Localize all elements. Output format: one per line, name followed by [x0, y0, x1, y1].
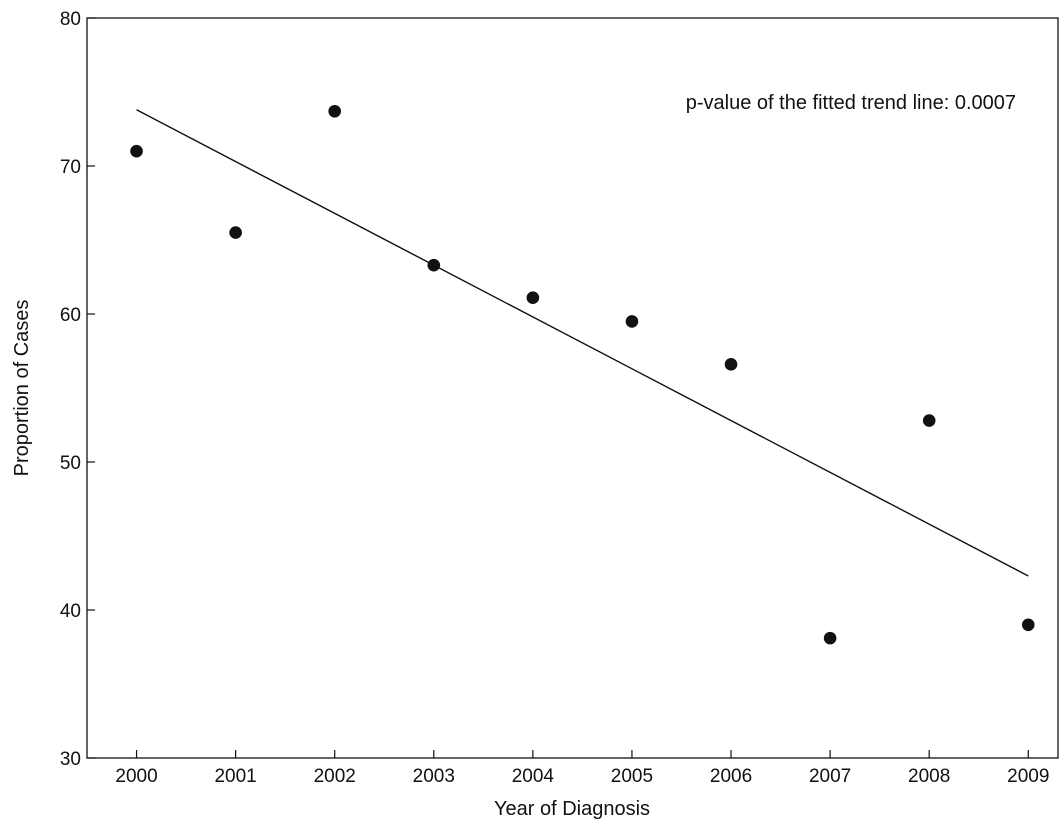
x-tick-label: 2007 — [809, 766, 851, 787]
x-tick-label: 2004 — [512, 766, 555, 787]
x-tick-label: 2003 — [413, 766, 455, 787]
plot-area — [86, 17, 1059, 759]
data-points — [130, 104, 1035, 645]
annotation-text: p-value of the fitted trend line: 0.0007 — [686, 92, 1016, 114]
data-point — [823, 631, 837, 645]
y-tick-label: 60 — [60, 305, 81, 326]
x-tick-label: 2008 — [908, 766, 950, 787]
y-tick-label: 40 — [60, 601, 81, 622]
y-tick-label: 70 — [60, 157, 81, 178]
x-axis: 2000 2001 2002 2003 2004 2005 2006 2007 2008 2009 — [115, 750, 1049, 787]
x-tick-label: 2005 — [611, 766, 653, 787]
y-tick-label: 80 — [60, 9, 81, 30]
y-tick-label: 50 — [60, 453, 81, 474]
data-point — [724, 358, 738, 371]
data-point — [229, 226, 242, 239]
y-tick-label: 30 — [60, 749, 81, 770]
data-point — [427, 258, 441, 272]
x-axis-title: Year of Diagnosis — [494, 798, 650, 820]
y-axis-title: Proportion of Cases — [11, 300, 33, 477]
data-point — [526, 291, 540, 305]
trend-line — [136, 109, 1029, 577]
y-axis: 30 40 50 60 70 80 — [60, 9, 95, 770]
x-tick-label: 2006 — [710, 766, 752, 787]
data-point — [130, 144, 143, 158]
data-point — [328, 104, 342, 118]
x-tick-label: 2000 — [115, 766, 157, 787]
data-point — [1021, 618, 1035, 632]
x-tick-label: 2002 — [314, 766, 356, 787]
x-tick-label: 2001 — [214, 766, 256, 787]
x-tick-label: 2009 — [1007, 766, 1049, 787]
data-point — [922, 414, 936, 427]
data-point — [625, 315, 639, 328]
